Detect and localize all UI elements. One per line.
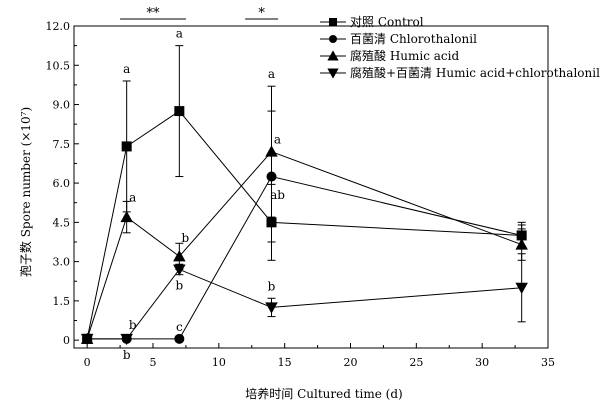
- significance-stars: *: [258, 6, 265, 21]
- y-tick-label: 6.0: [53, 177, 71, 190]
- y-tick-label: 3.0: [53, 256, 71, 269]
- significance-layer: ** *: [120, 6, 279, 21]
- data-point: [265, 145, 278, 157]
- y-tick-label: 1.5: [53, 295, 71, 308]
- series-triangle-down: b b b: [80, 253, 528, 362]
- x-tick-label: 0: [84, 356, 91, 369]
- data-point: [120, 210, 133, 223]
- y-tick-label: 0: [63, 334, 70, 347]
- significance-letter: b: [123, 348, 131, 362]
- significance-letter: b: [175, 278, 183, 292]
- data-point: [265, 302, 278, 314]
- significance-stars: **: [147, 6, 161, 21]
- y-axis: 0 1.5 3.0 4.5 6.0 7.5 9.0 10.5 12.0: [46, 20, 79, 347]
- y-tick-label: 12.0: [46, 20, 71, 33]
- x-tick-label: 30: [475, 356, 489, 369]
- significance-letter: b: [181, 231, 189, 245]
- x-tick-label: 35: [541, 356, 555, 369]
- data-point: [174, 333, 185, 344]
- legend-label: 对照 Control: [350, 15, 424, 29]
- legend-item: 腐殖酸 Humic acid: [320, 48, 459, 63]
- plot-area: [73, 25, 549, 349]
- y-tick-label: 10.5: [46, 59, 71, 72]
- y-tick-label: 9.0: [53, 99, 71, 112]
- data-point: [515, 238, 528, 250]
- significance-letter: b: [268, 279, 276, 293]
- data-point: [173, 264, 186, 276]
- marker-circle: [329, 35, 337, 43]
- x-axis: 0 5 10 15 20 25 30 35: [84, 343, 555, 369]
- x-tick-label: 15: [278, 356, 292, 369]
- significance-letter: a: [176, 27, 183, 41]
- x-tick-label: 10: [212, 356, 226, 369]
- y-axis-label: 孢子数 Spore number (×10⁷): [18, 107, 33, 277]
- legend-item: 腐殖酸+百菌清 Humic acid+chlorothalonil: [320, 65, 600, 80]
- marker-triangle-up: [327, 50, 339, 61]
- significance-letter: a: [129, 191, 136, 205]
- y-tick-label: 4.5: [53, 216, 71, 229]
- significance-letter: a: [123, 62, 130, 76]
- x-axis-label: 培养时间 Cultured time (d): [245, 386, 402, 401]
- marker-square: [329, 18, 337, 26]
- plot-frame: [73, 25, 549, 349]
- significance-letter: a: [274, 133, 281, 147]
- x-tick-label: 20: [344, 356, 358, 369]
- series-line: [87, 175, 522, 340]
- significance-letter: ab: [270, 188, 285, 202]
- data-point: [120, 333, 133, 346]
- legend-item: 对照 Control: [320, 15, 424, 29]
- data-point: [121, 141, 132, 152]
- data-point: [515, 282, 528, 295]
- data-point: [173, 250, 186, 262]
- marker-triangle-down: [327, 68, 339, 79]
- series-line: [87, 268, 522, 340]
- series-line: [86, 151, 522, 339]
- legend-item: 百菌清 Chlorothalonil: [320, 32, 477, 46]
- legend-label: 腐殖酸 Humic acid: [350, 48, 459, 63]
- legend-label: 腐殖酸+百菌清 Humic acid+chlorothalonil: [350, 65, 600, 80]
- x-tick-label: 25: [409, 356, 423, 369]
- legend-label: 百菌清 Chlorothalonil: [350, 32, 477, 46]
- significance-letter: b: [129, 318, 137, 332]
- significance-letter: a: [268, 67, 275, 81]
- significance-letter: c: [176, 320, 183, 334]
- y-tick-label: 7.5: [53, 138, 71, 151]
- data-point: [80, 333, 94, 346]
- series-triangle-up: aba: [80, 67, 528, 344]
- x-tick-label: 5: [150, 356, 157, 369]
- legend: 对照 Control 百菌清 Chlorothalonil 腐殖酸 Humic ac…: [320, 15, 600, 80]
- data-point: [174, 106, 185, 117]
